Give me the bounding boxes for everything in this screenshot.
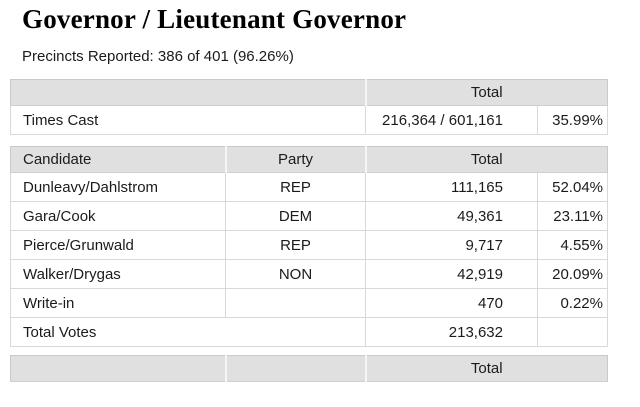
total-votes-percent: [537, 317, 608, 347]
candidate-cell: Dunleavy/Dahlstrom: [10, 172, 226, 202]
times-cast-header-total: Total: [364, 79, 608, 106]
percent-cell: 4.55%: [537, 230, 608, 260]
table-row: Gara/Cook DEM 49,361 23.11%: [10, 201, 608, 231]
party-cell: REP: [225, 230, 366, 260]
party-cell: REP: [225, 172, 366, 202]
party-cell: DEM: [225, 201, 366, 231]
candidate-cell: Gara/Cook: [10, 201, 226, 231]
header-candidate: Candidate: [10, 146, 226, 173]
candidate-cell: Walker/Drygas: [10, 259, 226, 289]
next-contest-header-total: Total: [364, 355, 608, 382]
table-row: Dunleavy/Dahlstrom REP 111,165 52.04%: [10, 172, 608, 202]
table-row: Walker/Drygas NON 42,919 20.09%: [10, 259, 608, 289]
precincts-reported-text: Precincts Reported: 386 of 401 (96.26%): [22, 48, 294, 65]
percent-cell: 23.11%: [537, 201, 608, 231]
party-cell: [225, 288, 366, 318]
table-row: Pierce/Grunwald REP 9,717 4.55%: [10, 230, 608, 260]
next-contest-table: Total: [10, 355, 608, 382]
times-cast-percent: 35.99%: [537, 105, 608, 135]
party-cell: NON: [225, 259, 366, 289]
times-cast-table: Total Times Cast 216,364 / 601,161 35.99…: [10, 79, 608, 135]
votes-cell: 49,361: [365, 201, 538, 231]
total-votes-row: Total Votes 213,632: [10, 317, 608, 347]
next-contest-header-spacer-1: [10, 355, 226, 382]
total-votes-value: 213,632: [365, 317, 538, 347]
results-header-row: Candidate Party Total: [10, 146, 608, 173]
next-contest-header-row: Total: [10, 355, 608, 382]
next-contest-header-spacer-2: [224, 355, 366, 382]
percent-cell: 0.22%: [537, 288, 608, 318]
percent-cell: 52.04%: [537, 172, 608, 202]
percent-cell: 20.09%: [537, 259, 608, 289]
header-party: Party: [224, 146, 366, 173]
contest-title: Governor / Lieutenant Governor: [22, 4, 407, 34]
table-row: Write-in 470 0.22%: [10, 288, 608, 318]
candidate-cell: Pierce/Grunwald: [10, 230, 226, 260]
times-cast-label: Times Cast: [10, 105, 366, 135]
votes-cell: 42,919: [365, 259, 538, 289]
times-cast-value: 216,364 / 601,161: [365, 105, 538, 135]
times-cast-header-row: Total: [10, 79, 608, 106]
total-votes-label: Total Votes: [10, 317, 366, 347]
votes-cell: 9,717: [365, 230, 538, 260]
results-table: Candidate Party Total Dunleavy/Dahlstrom…: [10, 146, 608, 347]
candidate-cell: Write-in: [10, 288, 226, 318]
times-cast-row: Times Cast 216,364 / 601,161 35.99%: [10, 105, 608, 135]
header-total: Total: [364, 146, 608, 173]
votes-cell: 470: [365, 288, 538, 318]
election-results-page: Governor / Lieutenant Governor Precincts…: [10, 4, 608, 382]
times-cast-header-spacer: [10, 79, 366, 106]
votes-cell: 111,165: [365, 172, 538, 202]
